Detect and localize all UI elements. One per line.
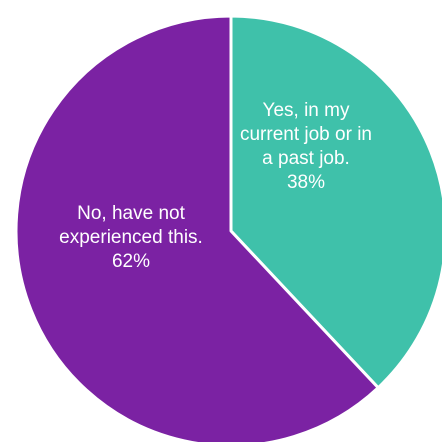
pie-labels: Yes, in my current job or in a past job. 38…: [59, 100, 372, 272]
pie-slice-0: [229, 14, 442, 390]
slice-category-label-line: No, have not: [77, 203, 185, 224]
slice-label-1: No, have not experienced this. 62%: [59, 203, 203, 272]
slice-value-label: 62%: [112, 251, 150, 272]
slice-label-0: Yes, in my current job or in a past job. 38…: [240, 100, 372, 193]
slice-category-label-line: experienced this.: [59, 227, 203, 248]
pie-slice-1: [14, 14, 380, 442]
slice-value-label: 38%: [287, 172, 325, 193]
pie-slices: [14, 14, 442, 442]
slice-category-label-line: Yes, in my: [263, 100, 350, 121]
slice-category-label-line: current job or in: [240, 124, 372, 145]
slice-category-label-line: a past job.: [262, 148, 350, 169]
